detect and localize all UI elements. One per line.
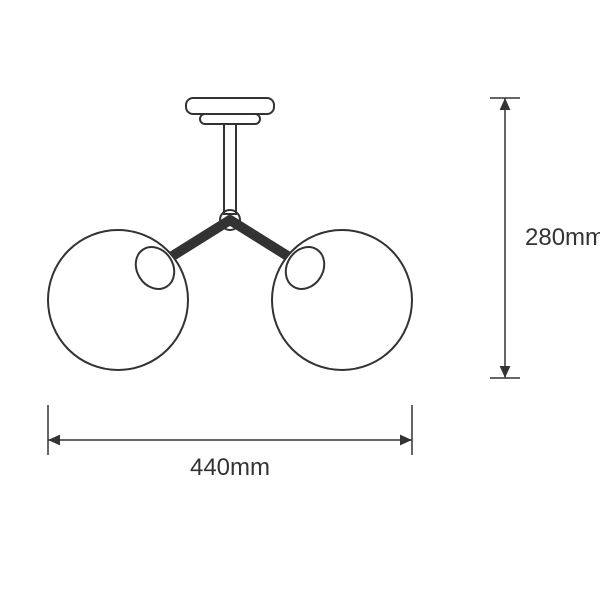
globe-right bbox=[272, 230, 412, 370]
width-arrow-right bbox=[400, 435, 412, 446]
width-dimension-label: 440mm bbox=[190, 454, 270, 481]
height-arrow-bottom bbox=[500, 366, 511, 378]
globe-left bbox=[48, 230, 188, 370]
height-arrow-top bbox=[500, 98, 511, 110]
dimension-drawing: 440mm 280mm bbox=[0, 0, 600, 600]
stem bbox=[224, 124, 236, 214]
canopy bbox=[186, 98, 274, 114]
width-arrow-left bbox=[48, 435, 60, 446]
canopy-ring bbox=[200, 114, 260, 124]
height-dimension-label: 280mm bbox=[525, 224, 600, 251]
